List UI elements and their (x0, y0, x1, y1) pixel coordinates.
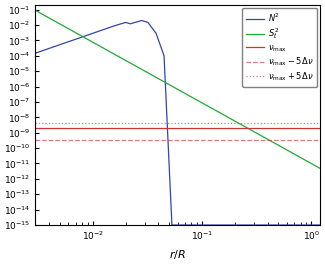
$N^2$ (136, 20, 140, 23)
$S_\ell^2$ (202, 102, 206, 105)
$S_\ell^2$ (214, 109, 218, 112)
$N^2$ (244, 223, 248, 227)
$N^2$ (139, 19, 143, 22)
$N^2$ (318, 223, 322, 227)
Line: $N^2$: $N^2$ (35, 20, 320, 225)
$N^2$ (202, 223, 206, 227)
Line: $S_\ell^2$: $S_\ell^2$ (35, 10, 320, 168)
$N^2$ (33, 51, 37, 55)
$N^2$ (48, 47, 52, 50)
$S_\ell^2$ (136, 66, 140, 69)
$S_\ell^2$ (244, 126, 248, 129)
$S_\ell^2$ (318, 167, 322, 170)
$S_\ell^2$ (48, 17, 52, 20)
$N^2$ (260, 223, 264, 227)
$N^2$ (214, 223, 218, 227)
$S_\ell^2$ (33, 9, 37, 12)
X-axis label: $r/R$: $r/R$ (169, 248, 186, 261)
$N^2$ (170, 223, 174, 227)
Legend: $N^2$, $S_\ell^2$, $\nu_{\mathrm{max}}$, $\nu_{\mathrm{max}} - 5\Delta\nu$, $\nu: $N^2$, $S_\ell^2$, $\nu_{\mathrm{max}}$,… (242, 8, 318, 87)
$S_\ell^2$ (260, 134, 264, 138)
